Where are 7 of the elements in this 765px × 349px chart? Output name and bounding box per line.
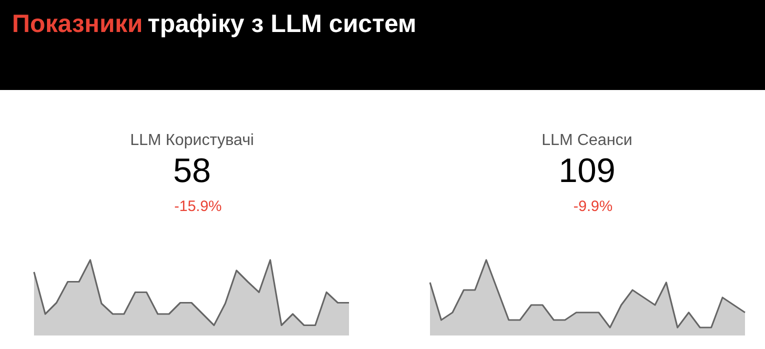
text: 109 <box>558 152 616 190</box>
text: -15.9% <box>174 198 222 215</box>
text: 58 <box>173 152 211 190</box>
chart-title: LLM Користувачі <box>130 132 254 149</box>
text: -9.9% <box>573 198 613 215</box>
text: Показники трафіку з LLM систем <box>12 10 416 38</box>
chart-title: LLM Сеанси <box>542 132 632 149</box>
